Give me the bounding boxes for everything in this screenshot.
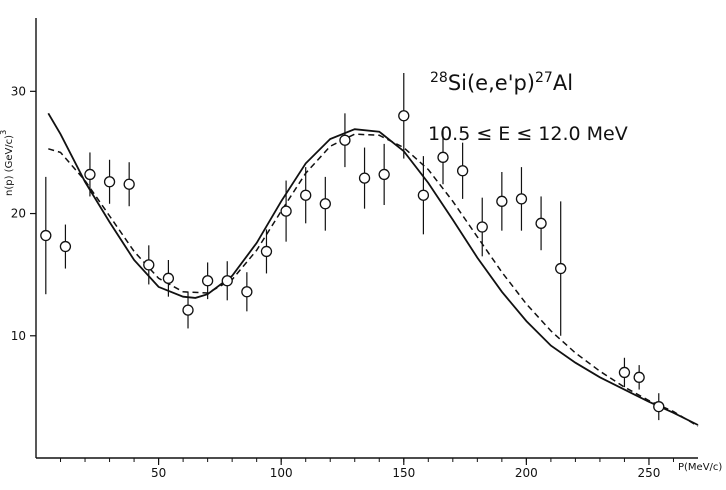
data-point-marker (515, 193, 528, 205)
data-point (618, 357, 631, 388)
y-axis-label: n(p) (GeV/c)3 (0, 130, 15, 196)
data-point (398, 73, 410, 159)
dashed-curve (48, 133, 699, 427)
x-tick-label: 150 (392, 466, 415, 480)
data-point (103, 159, 116, 204)
data-point-marker (84, 168, 96, 181)
axes (35, 18, 698, 462)
data-point (515, 167, 528, 231)
x-tick-label: 200 (515, 466, 538, 480)
energy-range-label: 10.5 ≤ E ≤ 12.0 MeV (428, 123, 628, 145)
data-point-marker (476, 221, 488, 233)
x-tick-label: 250 (638, 466, 661, 480)
y-axis-label-main: n(p) (GeV/c) (4, 135, 15, 196)
y-axis-label-exponent: 3 (0, 130, 8, 135)
data-point-marker (300, 189, 312, 201)
y-tick-label: 20 (11, 207, 26, 221)
data-point-marker (103, 176, 116, 188)
data-point-marker (280, 205, 292, 217)
data-point-marker (182, 304, 194, 316)
data-point-marker (40, 229, 52, 242)
data-point (633, 365, 645, 390)
reaction-mass-b: 27 (535, 70, 553, 86)
x-ticks: 50 100 150 200 250 (151, 458, 660, 480)
y-tick-label: 30 (11, 84, 26, 98)
data-point-marker (378, 168, 390, 181)
data-point-marker (456, 165, 469, 177)
data-point (653, 393, 665, 421)
curves (47, 112, 699, 427)
data-point-marker (555, 262, 567, 275)
data-point-marker (496, 195, 508, 207)
data-point-marker (319, 198, 331, 210)
data-point (496, 172, 508, 231)
data-point (378, 143, 390, 205)
data-point (221, 261, 233, 301)
data-point-marker (339, 134, 351, 146)
data-point (417, 156, 430, 235)
data-point (182, 291, 194, 329)
data-point-marker (59, 240, 72, 253)
reaction-label: 28Si(e,e'p)27Al (430, 70, 573, 95)
data-point-marker (417, 189, 430, 201)
reaction-product: Al (553, 71, 573, 95)
data-point-marker (221, 275, 233, 287)
y-tick-label: 10 (11, 329, 26, 343)
data-point (201, 262, 214, 300)
data-point-marker (535, 217, 547, 229)
data-point-marker (143, 259, 155, 271)
data-point-marker (201, 275, 214, 287)
data-point (143, 245, 155, 285)
data-point-marker (618, 366, 631, 379)
data-point (555, 201, 567, 336)
data-point (84, 152, 96, 197)
reaction-target: Si(e,e'p) (448, 71, 535, 95)
data-point-marker (653, 401, 665, 413)
data-point-marker (260, 245, 273, 258)
data-point (59, 224, 72, 269)
y-ticks: 10 20 30 (11, 84, 36, 343)
data-point-marker (123, 178, 135, 190)
data-point (260, 229, 273, 274)
data-point (437, 130, 449, 185)
data-point (162, 260, 175, 297)
data-point-marker (241, 286, 253, 298)
data-point (40, 176, 52, 295)
data-point-marker (633, 371, 645, 383)
x-tick-label: 100 (270, 466, 293, 480)
data-point (535, 196, 547, 251)
data-point (280, 180, 292, 242)
reaction-mass-a: 28 (430, 70, 448, 86)
data-point-marker (437, 151, 449, 163)
data-point (339, 113, 351, 168)
x-axis-label: P(MeV/c) (678, 462, 722, 473)
data-point-marker (398, 110, 410, 122)
data-points (40, 73, 665, 421)
data-point (456, 142, 469, 199)
data-point (358, 147, 371, 209)
x-tick-label: 50 (151, 466, 166, 480)
data-point (123, 162, 135, 207)
data-point (476, 197, 488, 257)
data-point-marker (358, 172, 371, 184)
data-point (300, 167, 312, 224)
solid-curve (47, 112, 699, 426)
data-point-marker (162, 272, 175, 284)
data-point (319, 176, 331, 231)
data-point (241, 272, 253, 312)
